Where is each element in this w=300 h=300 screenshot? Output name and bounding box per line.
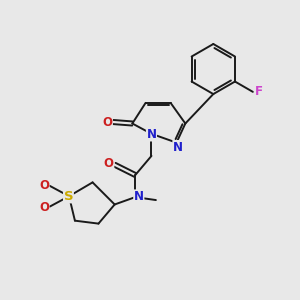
Text: F: F bbox=[255, 85, 263, 98]
Text: N: N bbox=[146, 128, 157, 141]
Text: N: N bbox=[134, 190, 144, 203]
Text: O: O bbox=[39, 201, 49, 214]
Text: O: O bbox=[104, 157, 114, 170]
Text: O: O bbox=[102, 116, 112, 128]
Text: S: S bbox=[64, 190, 73, 203]
Text: N: N bbox=[173, 141, 183, 154]
Text: O: O bbox=[39, 179, 49, 192]
